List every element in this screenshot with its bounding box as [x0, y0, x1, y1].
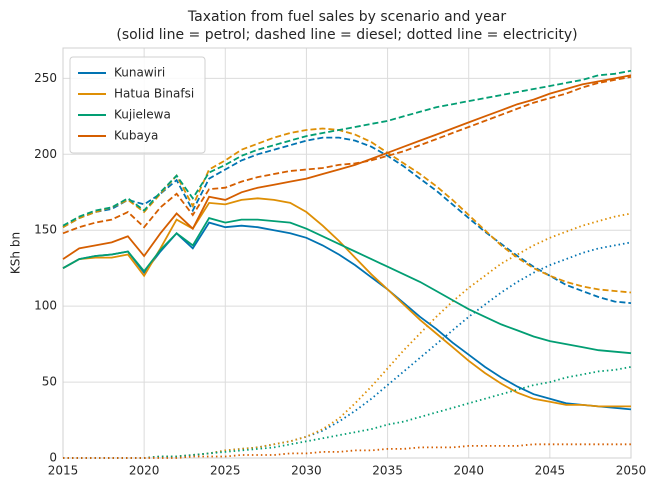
line-petrol	[62, 217, 632, 355]
line-petrol	[62, 221, 632, 411]
legend-label: Hatua Binafsi	[114, 87, 194, 101]
line-diesel	[62, 127, 632, 294]
y-tick-label: 100	[34, 299, 57, 313]
x-tick-label: 2035	[372, 464, 403, 478]
x-tick-label: 2020	[129, 464, 160, 478]
y-tick-label: 250	[34, 71, 57, 85]
legend-label: Kunawiri	[114, 66, 165, 80]
y-tick-label: 150	[34, 223, 57, 237]
chart-title: Taxation from fuel sales by scenario and…	[187, 9, 506, 25]
line-electricity	[63, 366, 632, 459]
x-tick-label: 2015	[48, 464, 79, 478]
y-tick-label: 0	[49, 451, 57, 465]
y-tick-label: 50	[42, 375, 57, 389]
legend-label: Kujielewa	[114, 108, 171, 122]
y-axis-label: KSh bn	[9, 232, 23, 274]
line-diesel	[62, 76, 632, 235]
legend-box	[69, 56, 206, 154]
line-petrol	[62, 74, 632, 260]
plot-frame	[62, 47, 632, 459]
y-tick-label: 200	[34, 147, 57, 161]
line-electricity	[63, 443, 631, 459]
legend-label: Kubaya	[114, 129, 158, 143]
chart-subtitle: (solid line = petrol; dashed line = dies…	[116, 27, 577, 43]
x-tick-label: 2025	[210, 464, 241, 478]
x-tick-label: 2040	[453, 464, 484, 478]
x-tick-label: 2030	[291, 464, 322, 478]
line-diesel	[62, 69, 632, 227]
x-tick-label: 2045	[535, 464, 566, 478]
x-tick-label: 2050	[616, 464, 646, 478]
